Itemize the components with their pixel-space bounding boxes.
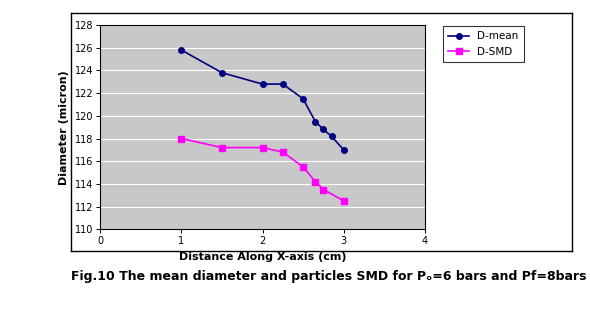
D-SMD bbox=[320, 188, 327, 192]
Legend: D-mean, D-SMD: D-mean, D-SMD bbox=[443, 26, 524, 62]
D-SMD bbox=[340, 199, 348, 203]
D-SMD bbox=[218, 146, 225, 149]
D-SMD bbox=[259, 146, 266, 149]
Line: D-mean: D-mean bbox=[179, 47, 346, 153]
D-mean bbox=[300, 97, 307, 101]
D-mean bbox=[328, 134, 335, 138]
D-SMD bbox=[279, 150, 286, 154]
D-mean bbox=[279, 82, 286, 86]
D-SMD bbox=[300, 165, 307, 169]
Text: Fig.10 The mean diameter and particles SMD for Pₒ=6 bars and Pf=8bars: Fig.10 The mean diameter and particles S… bbox=[71, 270, 586, 283]
D-mean bbox=[340, 148, 348, 152]
D-SMD bbox=[178, 137, 185, 140]
D-mean bbox=[320, 127, 327, 131]
D-mean bbox=[259, 82, 266, 86]
D-mean bbox=[218, 71, 225, 75]
D-mean bbox=[312, 120, 319, 123]
Line: D-SMD: D-SMD bbox=[179, 136, 346, 204]
D-mean bbox=[178, 48, 185, 52]
D-SMD bbox=[312, 180, 319, 183]
X-axis label: Distance Along X-axis (cm): Distance Along X-axis (cm) bbox=[179, 252, 346, 262]
Y-axis label: Diameter (micron): Diameter (micron) bbox=[59, 70, 69, 185]
